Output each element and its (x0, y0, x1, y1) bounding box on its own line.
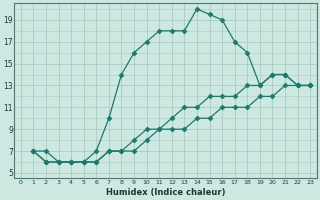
X-axis label: Humidex (Indice chaleur): Humidex (Indice chaleur) (106, 188, 225, 197)
